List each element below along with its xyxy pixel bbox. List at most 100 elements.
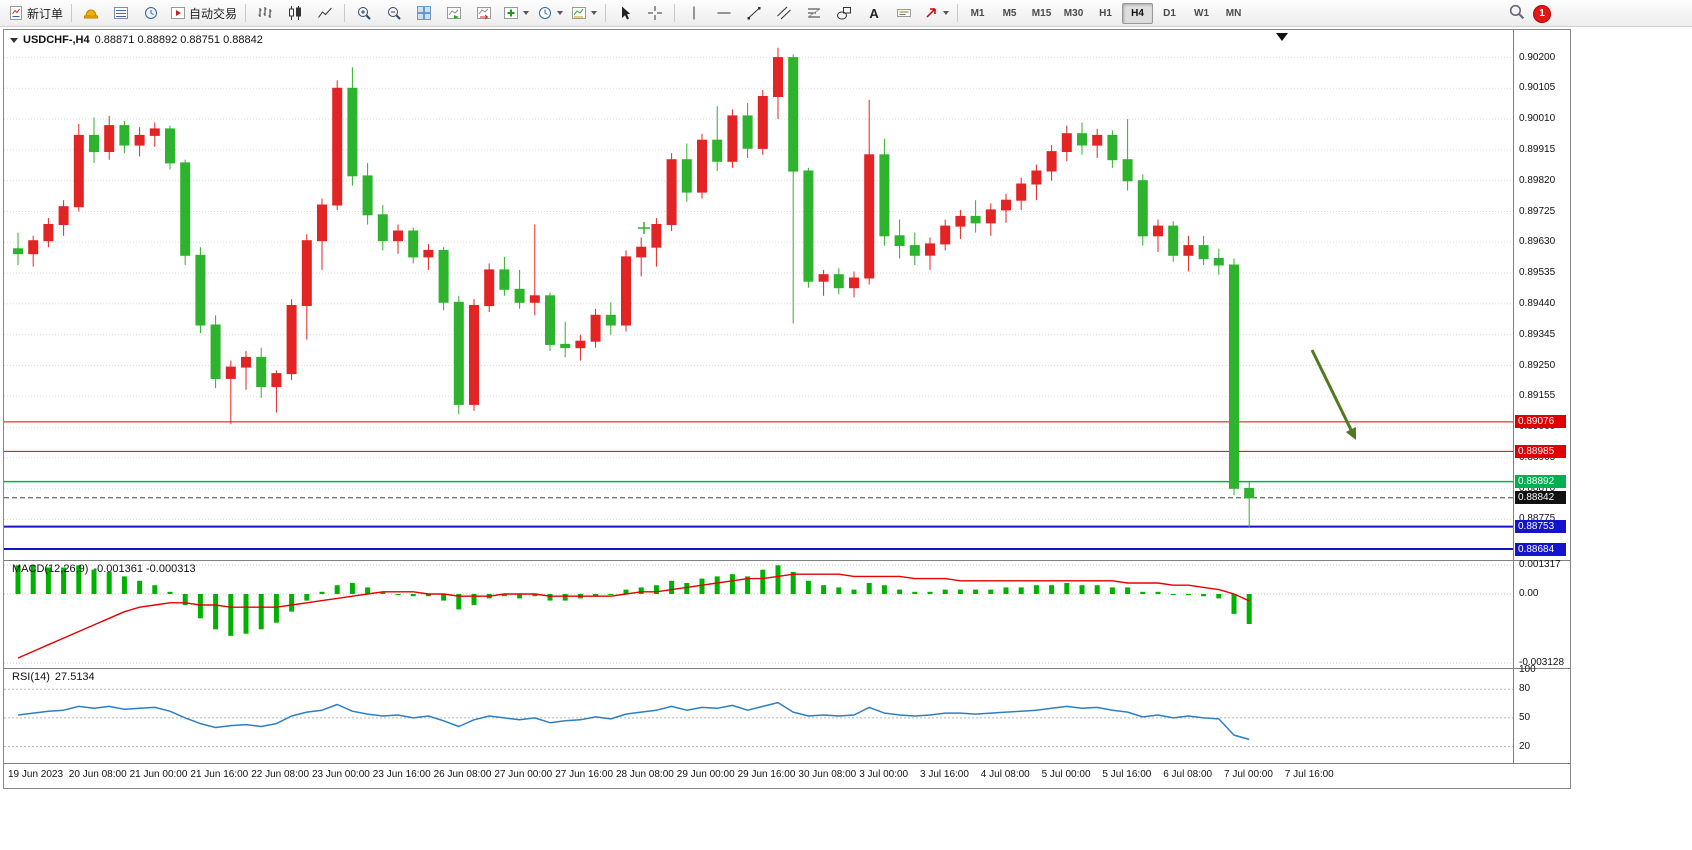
new-order-button[interactable]: 新订单 — [4, 1, 67, 25]
line-chart-icon — [317, 5, 333, 21]
panel-separator[interactable] — [4, 668, 1570, 669]
price-axis-label: 0.89440 — [1519, 297, 1556, 309]
price-axis-label: 0.90010 — [1519, 113, 1556, 125]
price-axis-label: 0.88775 — [1519, 513, 1556, 525]
candlestick-chart-icon — [287, 5, 303, 21]
zoom-in-icon — [356, 5, 372, 21]
auto-trading-icon — [170, 5, 186, 21]
arrow-tools-icon — [923, 5, 939, 21]
templates-button[interactable] — [567, 1, 601, 25]
text-label-tool-button[interactable] — [889, 1, 919, 25]
timeframe-button-M30[interactable]: M30 — [1063, 7, 1084, 19]
time-axis-label: 21 Jun 00:00 — [129, 769, 188, 780]
time-axis-label: 26 Jun 08:00 — [433, 769, 492, 780]
chevron-down-icon — [523, 11, 530, 15]
one-click-trading-arrow[interactable] — [10, 37, 18, 43]
chart-windows-icon — [113, 5, 129, 21]
timeframe-button-D1[interactable]: D1 — [1163, 7, 1176, 19]
channel-icon — [776, 5, 792, 21]
price-axis-label: 0.89630 — [1519, 236, 1556, 248]
tile-windows-icon — [416, 5, 432, 21]
label-icon — [896, 5, 912, 21]
cursor-icon — [617, 5, 633, 21]
chart-title: USDCHF-,H4 0.88871 0.88892 0.88751 0.888… — [10, 34, 263, 46]
price-axis-label: 0.89345 — [1519, 328, 1556, 340]
chart-ohlc-label: 0.88871 0.88892 0.88751 0.88842 — [94, 34, 263, 46]
text-tool-button[interactable]: A — [859, 1, 889, 25]
trendline-icon — [746, 5, 762, 21]
timeframe-button-M15[interactable]: M15 — [1031, 7, 1052, 19]
macd-axis-label: -0.003128 — [1519, 657, 1565, 668]
auto-scroll-icon — [446, 5, 462, 21]
indicators-icon — [503, 5, 519, 21]
line-chart-type-button[interactable] — [310, 1, 340, 25]
rsi-axis-label: 20 — [1519, 740, 1531, 752]
time-axis-label: 4 Jul 08:00 — [980, 769, 1030, 780]
macd-panel-chart[interactable] — [4, 560, 1513, 668]
macd-panel-label: MACD(12,26,9) -0.001361 -0.000313 — [12, 563, 196, 575]
time-axis-label: 28 Jun 08:00 — [616, 769, 674, 780]
timeframe-button-MN[interactable]: MN — [1225, 7, 1242, 19]
rsi-axis-label: 50 — [1519, 711, 1531, 723]
toolbar-separator — [344, 4, 346, 22]
time-axis[interactable]: 19 Jun 2023 20 Jun 08:00 21 Jun 00:00 21 Ju… — [4, 763, 1570, 788]
tile-windows-button[interactable] — [409, 1, 439, 25]
price-axis[interactable]: 0.90200 0.90105 0.90010 0.89915 0.89820 0.897… — [1514, 30, 1570, 787]
shapes-tool-button[interactable] — [829, 1, 859, 25]
cursor-button[interactable] — [610, 1, 640, 25]
trendline-tool-button[interactable] — [739, 1, 769, 25]
chevron-down-icon — [591, 11, 598, 15]
zoom-out-button[interactable] — [379, 1, 409, 25]
horizontal-line-tool-button[interactable] — [709, 1, 739, 25]
time-axis-label: 3 Jul 00:00 — [859, 769, 909, 780]
price-axis-label: 0.89250 — [1519, 359, 1556, 371]
fibonacci-icon — [806, 5, 822, 21]
chart-windows-button[interactable] — [106, 1, 136, 25]
auto-scroll-button[interactable] — [439, 1, 469, 25]
chart-shift-icon — [476, 5, 492, 21]
history-button[interactable] — [136, 1, 166, 25]
candlestick-type-button[interactable] — [280, 1, 310, 25]
main-toolbar: 新订单 自动交易 — [0, 0, 1692, 27]
crosshair-button[interactable] — [640, 1, 670, 25]
price-axis-label: 0.90105 — [1519, 82, 1556, 94]
rsi-panel-chart[interactable] — [4, 668, 1513, 763]
periods-icon — [537, 5, 553, 21]
price-axis-label: 0.90200 — [1519, 51, 1556, 63]
price-axis-label: 0.89535 — [1519, 267, 1556, 279]
periods-button[interactable] — [533, 1, 567, 25]
time-axis-label: 29 Jun 00:00 — [676, 769, 735, 780]
price-axis-separator — [1513, 30, 1514, 763]
candlestick-chart[interactable] — [4, 30, 1513, 560]
price-tag: 0.88892 — [1515, 475, 1566, 489]
toolbar-separator — [957, 4, 959, 22]
fibonacci-tool-button[interactable] — [799, 1, 829, 25]
chart-dropdown-arrow-icon[interactable] — [1276, 33, 1288, 41]
timeframe-button-H1[interactable]: H1 — [1099, 7, 1112, 19]
timeframe-button-H4[interactable]: H4 — [1122, 2, 1154, 24]
price-tag: 0.88684 — [1515, 542, 1566, 556]
rsi-name: RSI(14) — [12, 671, 50, 683]
time-axis-label: 20 Jun 08:00 — [68, 769, 127, 780]
zoom-in-button[interactable] — [349, 1, 379, 25]
chart-symbol-label: USDCHF-,H4 — [23, 34, 90, 46]
profiles-button[interactable] — [76, 1, 106, 25]
macd-axis-label: 0.001317 — [1519, 558, 1561, 570]
panel-separator[interactable] — [4, 560, 1570, 561]
channel-tool-button[interactable] — [769, 1, 799, 25]
chart-shift-button[interactable] — [469, 1, 499, 25]
timeframe-button-M5[interactable]: M5 — [1002, 7, 1017, 19]
notification-badge[interactable]: 1 — [1533, 4, 1551, 23]
indicators-button[interactable] — [499, 1, 533, 25]
bar-chart-type-button[interactable] — [250, 1, 280, 25]
arrow-tools-button[interactable] — [919, 1, 953, 25]
time-axis-label: 19 Jun 2023 — [8, 769, 64, 780]
rsi-axis-label: 100 — [1519, 664, 1536, 675]
timeframe-button-W1[interactable]: W1 — [1194, 7, 1210, 19]
search-button[interactable] — [1508, 3, 1525, 25]
new-order-icon — [8, 5, 24, 21]
timeframe-button-M1[interactable]: M1 — [970, 7, 985, 19]
vertical-line-tool-button[interactable] — [679, 1, 709, 25]
auto-trading-button[interactable]: 自动交易 — [166, 1, 241, 25]
